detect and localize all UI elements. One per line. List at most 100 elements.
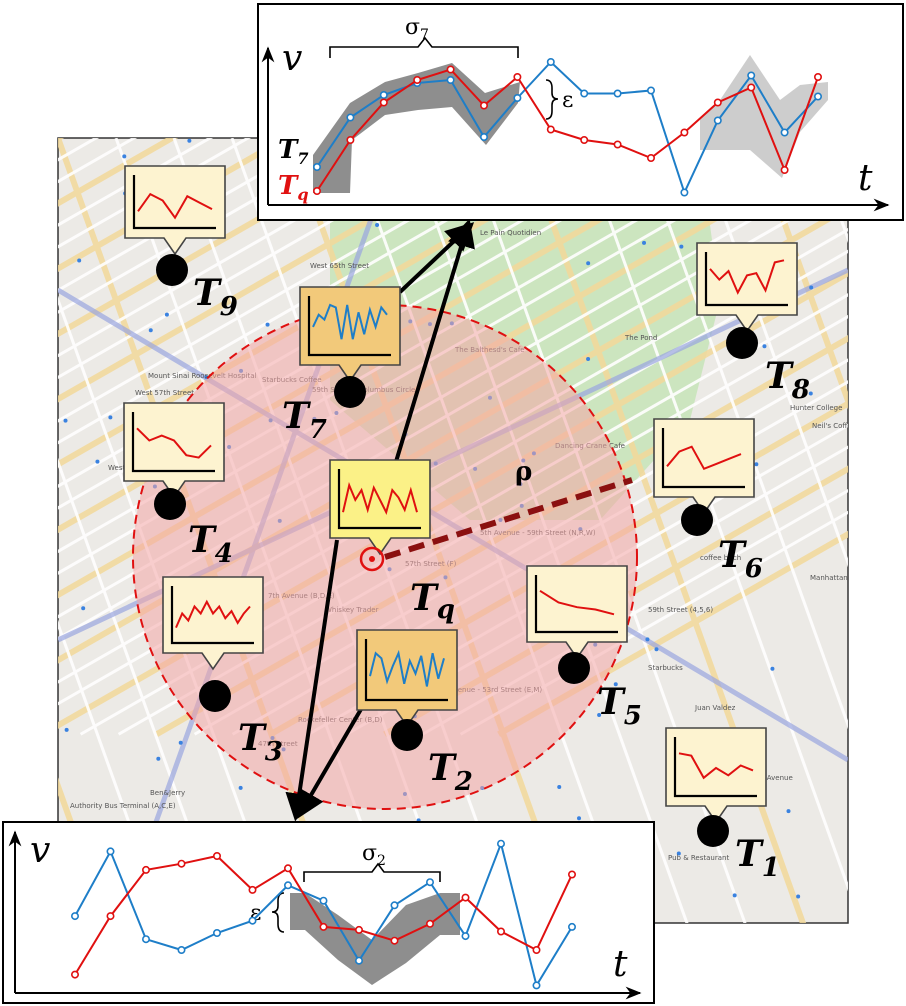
trajectory-label: T6 <box>718 534 763 584</box>
street-label: Pub & Restaurant <box>668 854 729 862</box>
bottom-series-t2 <box>71 839 576 990</box>
bottom-series-tq-point <box>248 885 257 894</box>
sigma7-brace <box>329 36 519 58</box>
top-series-tq-point <box>713 98 722 107</box>
mini-axes <box>661 428 745 489</box>
location-marker <box>697 815 729 847</box>
top-series-t7-point <box>513 94 522 103</box>
trajectory-label: T2 <box>428 747 473 797</box>
mini-axes <box>132 175 216 230</box>
bottom-series-tq-point <box>71 970 80 979</box>
top-x-axis-label: t <box>858 158 873 199</box>
bottom-series-t2-point <box>106 847 115 856</box>
top-series-tq <box>312 65 822 196</box>
street-label: Mount Sinai Roosevelt Hospital <box>148 372 256 380</box>
top-series-t7-point <box>312 163 321 172</box>
street-label: Ben&Jerry <box>150 789 185 797</box>
street-label: Neil's Coffee <box>812 422 856 430</box>
bottom-series-t2-point <box>319 896 328 905</box>
sigma2-brace <box>303 862 441 882</box>
trajectory-t8: T8 <box>696 242 810 405</box>
top-series-t7-point <box>747 71 756 80</box>
street-label: Juan Valdez <box>694 704 736 712</box>
bottom-series-t2-point <box>177 945 186 954</box>
bottom-series-t2-point <box>390 901 399 910</box>
inset-top-chart: v t σ7 ε T7 Tq <box>257 3 904 221</box>
top-series-tq-point <box>346 136 355 145</box>
street-label: Le Pain Quotidien <box>480 229 541 237</box>
callout-box <box>162 576 264 671</box>
bottom-series-tq-point <box>106 912 115 921</box>
arrow-t7-to-top-inset <box>398 222 475 294</box>
top-series-tq-point <box>379 98 388 107</box>
mini-series-line <box>709 259 785 295</box>
inset-bottom-chart: v t σ2 ε <box>2 821 655 1004</box>
bottom-y-axis-label: v <box>30 830 50 871</box>
callout-box <box>123 402 225 499</box>
bottom-x-axis-label: t <box>613 944 628 985</box>
top-series-tq-line <box>316 68 819 192</box>
street-label: West 57th Street <box>135 389 194 397</box>
street-label: coffee birch <box>700 554 741 562</box>
bottom-series-tq-point <box>461 893 470 902</box>
top-series-tq-point <box>413 76 422 85</box>
top-series-tq-point <box>312 187 321 196</box>
top-series-tq-point <box>580 136 589 145</box>
top-series-t7-point <box>613 89 622 98</box>
street-label: Starbucks <box>648 664 683 672</box>
callout-box <box>124 165 226 256</box>
bottom-series-tq-point <box>177 859 186 868</box>
trajectory-tq: Tq <box>329 459 455 625</box>
mini-series-line <box>369 649 445 687</box>
epsilon-label-top: ε <box>562 88 573 113</box>
top-series-tq-point <box>546 125 555 134</box>
top-series-tq-point <box>479 101 488 110</box>
top-series-tq-point <box>446 65 455 74</box>
callout-box <box>526 565 628 660</box>
location-marker <box>154 488 186 520</box>
trajectory-label: T5 <box>597 681 642 731</box>
trajectory-label: T9 <box>193 272 238 322</box>
mini-series-line <box>666 445 742 471</box>
epsilon-brace-top <box>545 79 559 120</box>
legend-tq-label: Tq <box>278 171 309 204</box>
bottom-series-tq-point <box>567 870 576 879</box>
bottom-series-tq-point <box>354 925 363 934</box>
sigma7-label: σ7 <box>405 15 429 43</box>
mini-series-line <box>175 599 251 629</box>
bottom-series-tq-point <box>213 851 222 860</box>
radius-line <box>384 477 633 560</box>
trajectory-label: T3 <box>238 717 283 767</box>
location-marker <box>681 504 713 536</box>
location-marker <box>558 652 590 684</box>
top-series-t7-point <box>379 91 388 100</box>
mini-axes <box>307 296 391 357</box>
top-series-tq-point <box>680 128 689 137</box>
street-label: Manhattan Eye Ear & Throat Hospital <box>810 574 906 582</box>
bottom-series-t2-point <box>425 878 434 887</box>
bottom-series-t2-point <box>567 922 576 931</box>
sigma2-label: σ2 <box>362 841 386 869</box>
top-series-t7-point <box>479 133 488 142</box>
mini-axes <box>131 412 215 473</box>
callout-box <box>329 459 431 556</box>
top-series-t7-point <box>813 92 822 101</box>
trajectory-t3: T3 <box>162 576 283 767</box>
top-match-band-dark <box>313 63 520 193</box>
callout-box <box>653 418 755 515</box>
bottom-series-t2-point <box>496 839 505 848</box>
bottom-series-t2-point <box>248 916 257 925</box>
radius-label: ρ <box>515 457 532 487</box>
arrow-tq-to-top-inset <box>393 218 475 466</box>
mini-axes <box>364 639 448 702</box>
mini-axes <box>337 469 421 530</box>
callout-box <box>696 242 798 333</box>
mini-axes <box>673 737 757 798</box>
location-marker <box>391 719 423 751</box>
bottom-series-tq-point <box>496 927 505 936</box>
mini-series-line <box>136 427 212 459</box>
top-series-tq-point <box>646 154 655 163</box>
bottom-series-tq-point <box>142 865 151 874</box>
mini-series-line <box>539 589 615 616</box>
trajectory-t5: T5 <box>526 565 642 731</box>
